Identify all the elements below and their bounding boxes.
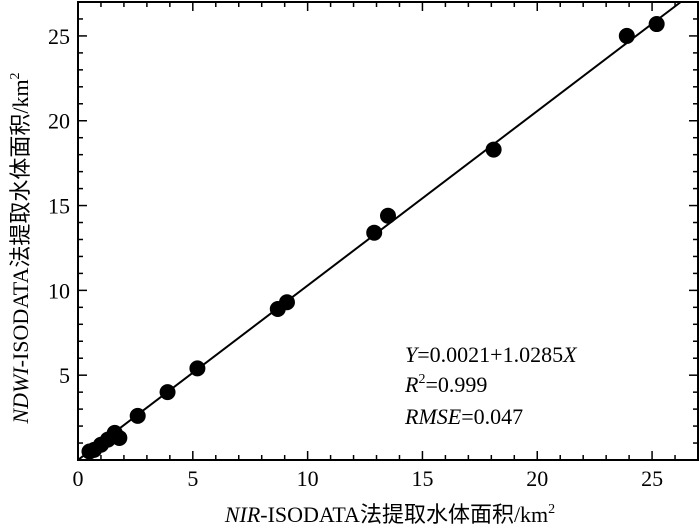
- data-point: [159, 384, 176, 401]
- data-point: [648, 16, 665, 33]
- x-axis-label-italic: NIR: [224, 502, 261, 527]
- data-point: [278, 294, 295, 311]
- y-tick-label: 10: [48, 278, 70, 303]
- y-tick-label: 15: [48, 194, 70, 219]
- annotation-r2: R2=0.999: [404, 372, 487, 397]
- x-axis-label: NIR-ISODATA法提取水体面积/km2: [224, 502, 555, 527]
- annotation-r-sup: 2: [418, 372, 425, 387]
- data-point: [485, 141, 502, 158]
- ticks-layer: 0 5 10 15 20 25 5 10 15 20 25: [48, 1, 699, 491]
- x-tick-label: 5: [187, 466, 198, 491]
- annotation-rmse-text: =0.047: [461, 404, 523, 429]
- data-point: [189, 360, 206, 377]
- data-point: [111, 429, 128, 446]
- annotation-rmse-var: RMSE: [404, 404, 462, 429]
- y-axis-label-italic: NDWI: [8, 366, 33, 425]
- annotation-r2-text: =0.999: [425, 372, 487, 397]
- y-axis-label-rest: -ISODATA法提取水体面积/km: [8, 79, 33, 367]
- data-point: [618, 27, 635, 44]
- x-tick-label: 10: [297, 466, 319, 491]
- x-axis-label-rest: -ISODATA法提取水体面积/km: [260, 502, 548, 527]
- annotation-x-var: X: [562, 342, 578, 367]
- x-tick-label: 0: [73, 466, 84, 491]
- x-axis-label-sup: 2: [548, 502, 555, 517]
- x-tick-label: 15: [411, 466, 433, 491]
- y-tick-label: 25: [48, 24, 70, 49]
- points-layer: [81, 16, 665, 460]
- x-tick-label: 25: [641, 466, 663, 491]
- data-point: [366, 224, 383, 241]
- y-axis-label-sup: 2: [8, 72, 23, 79]
- annotation-rmse: RMSE=0.047: [404, 404, 523, 429]
- y-axis-label: NDWI-ISODATA法提取水体面积/km2: [8, 72, 33, 424]
- annotation-y-var: Y: [405, 342, 420, 367]
- x-tick-label: 20: [526, 466, 548, 491]
- annotation-equation-text: =0.0021+1.0285: [417, 342, 563, 367]
- annotation-r-var: R: [404, 372, 419, 397]
- data-point: [129, 407, 146, 424]
- annotation-equation: Y=0.0021+1.0285X: [405, 342, 578, 367]
- y-tick-label: 20: [48, 109, 70, 134]
- plot-frame: [77, 1, 699, 461]
- y-tick-label: 5: [59, 363, 70, 388]
- data-point: [380, 207, 396, 224]
